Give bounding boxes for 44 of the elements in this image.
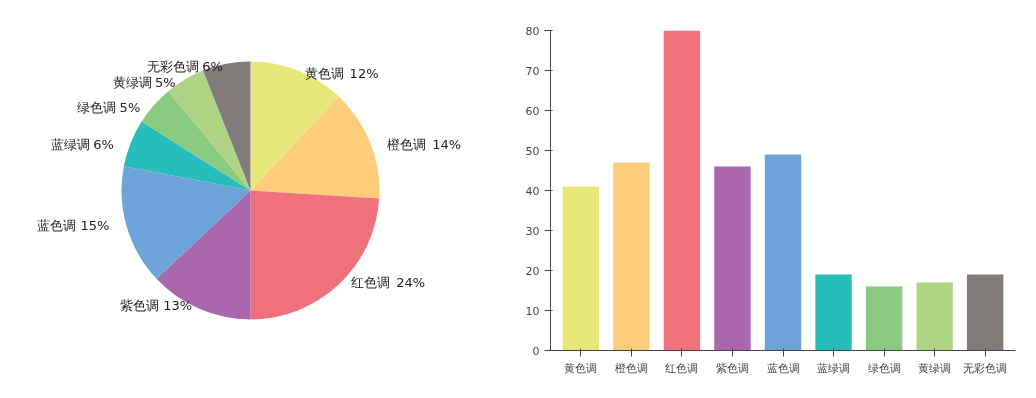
bar [815, 274, 852, 351]
slice-label: 橙色调 [387, 136, 427, 152]
slice-label: 紫色调 [120, 298, 160, 314]
x-tick-label: 无彩色调 [963, 361, 1008, 375]
bar [916, 282, 953, 351]
bar [562, 186, 600, 351]
slice-label: 无彩色调 [146, 59, 199, 75]
x-tick-label: 橙色调 [614, 361, 648, 375]
y-tick-label: 20 [525, 264, 540, 278]
y-tick-label: 80 [525, 24, 540, 38]
slice-label: 绿色调 [77, 99, 117, 115]
x-tick-label: 红色调 [665, 361, 699, 375]
x-tick-label: 紫色调 [715, 361, 749, 375]
y-tick-label: 10 [525, 304, 540, 318]
slice-label: 红色调 [351, 274, 391, 290]
data-label: 12% [349, 66, 379, 82]
data-label: 14% [432, 136, 462, 152]
x-tick-label: 黄绿调 [918, 361, 952, 375]
data-label: 24% [396, 274, 426, 290]
bar [663, 30, 701, 351]
y-tick-label: 50 [525, 144, 540, 158]
slice-label: 黄色调 [304, 66, 344, 82]
bar [966, 274, 1004, 351]
data-label: 5% [155, 74, 176, 90]
slice-label: 黄绿调 [112, 74, 152, 90]
data-label: 13% [163, 298, 193, 314]
bar [764, 154, 802, 351]
bar [714, 166, 751, 351]
slice-label: 蓝绿调 [50, 136, 90, 152]
y-tick-label: 40 [525, 184, 540, 198]
bar [613, 162, 650, 351]
data-label: 6% [93, 136, 114, 152]
x-tick-label: 黄色调 [564, 361, 598, 375]
y-tick-label: 70 [525, 64, 540, 78]
x-tick-label: 蓝色调 [766, 361, 800, 375]
bar [865, 286, 903, 351]
y-tick-label: 0 [532, 344, 540, 358]
x-tick-label: 蓝绿调 [817, 361, 851, 375]
slice-label: 蓝色调 [37, 218, 77, 234]
y-tick-label: 60 [525, 104, 540, 118]
x-tick-label: 绿色调 [867, 361, 901, 375]
y-tick-label: 30 [525, 224, 540, 238]
data-label: 15% [80, 218, 110, 234]
data-label: 5% [119, 99, 141, 115]
